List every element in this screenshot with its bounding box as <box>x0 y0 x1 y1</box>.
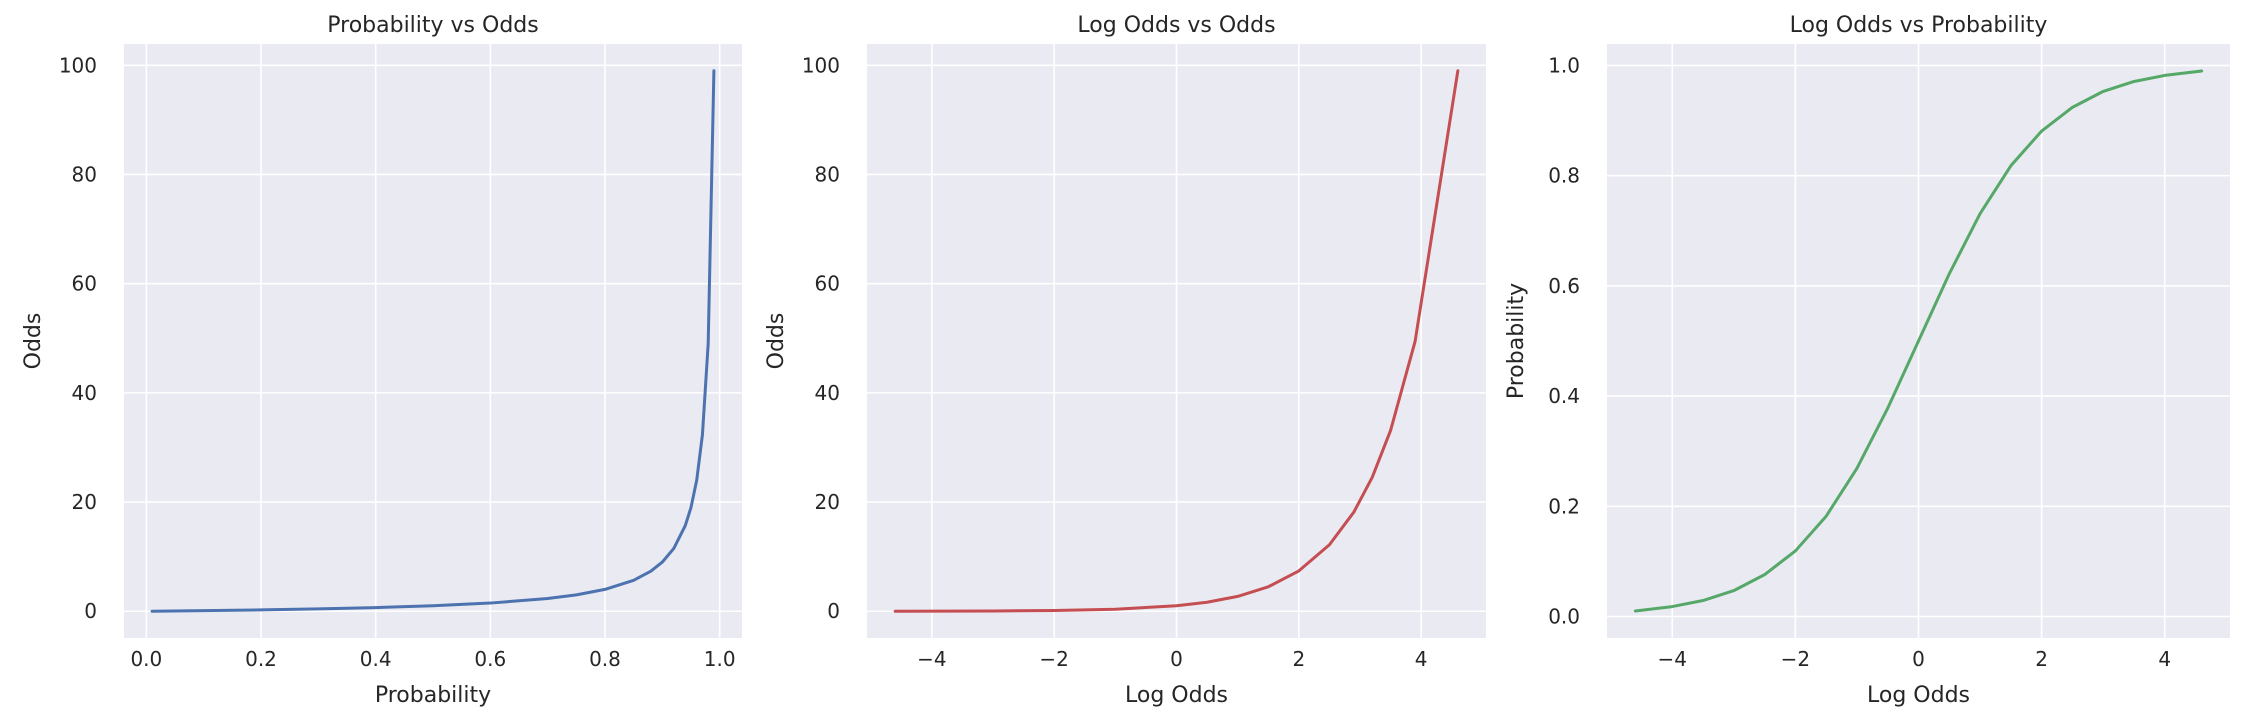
y-tick-label-2: 40 <box>815 381 840 405</box>
chart-title-2: Log Odds vs Odds <box>1077 13 1275 38</box>
y-tick-label-2: 100 <box>802 53 840 77</box>
y-axis-label-2: Odds <box>764 313 789 370</box>
y-tick-label-1: 40 <box>72 381 97 405</box>
x-tick-label-1: 0.0 <box>130 647 162 671</box>
y-tick-label-2: 0 <box>827 599 840 623</box>
x-tick-label-3: 0 <box>1912 647 1925 671</box>
y-tick-label-2: 80 <box>815 162 840 186</box>
y-tick-label-1: 100 <box>59 53 97 77</box>
x-tick-label-2: 4 <box>1415 647 1428 671</box>
x-tick-label-1: 1.0 <box>704 647 736 671</box>
chart-panel-1: 0.0 0.2 0.4 0.6 0.8 1.0 0 20 40 60 80 100 Probabili… <box>21 13 742 708</box>
y-tick-label-3: 0.8 <box>1548 164 1580 188</box>
y-tick-label-3: 0.6 <box>1548 274 1580 298</box>
x-tick-label-3: −4 <box>1658 647 1687 671</box>
y-tick-label-1: 80 <box>72 162 97 186</box>
y-tick-label-1: 0 <box>84 599 97 623</box>
x-axis-label-2: Log Odds <box>1125 683 1228 708</box>
x-tick-label-3: −2 <box>1781 647 1810 671</box>
y-tick-label-2: 60 <box>815 272 840 296</box>
x-tick-label-2: −2 <box>1039 647 1068 671</box>
y-tick-label-3: 0.2 <box>1548 494 1580 518</box>
y-tick-label-3: 0.4 <box>1548 384 1580 408</box>
x-tick-label-2: 0 <box>1170 647 1183 671</box>
y-axis-label-1: Odds <box>21 313 46 370</box>
y-tick-label-3: 1.0 <box>1548 53 1580 77</box>
x-tick-label-2: −4 <box>917 647 946 671</box>
x-tick-label-2: 2 <box>1292 647 1305 671</box>
x-tick-label-3: 2 <box>2035 647 2048 671</box>
chart-title-3: Log Odds vs Probability <box>1790 13 2048 38</box>
x-tick-label-1: 0.4 <box>360 647 392 671</box>
plot-area-1 <box>124 44 742 638</box>
x-axis-label-1: Probability <box>375 683 491 708</box>
y-tick-label-3: 0.0 <box>1548 605 1580 629</box>
x-tick-label-1: 0.8 <box>589 647 621 671</box>
x-tick-label-1: 0.6 <box>474 647 506 671</box>
y-tick-label-2: 20 <box>815 490 840 514</box>
series-line-2 <box>893 69 1460 613</box>
x-axis-label-3: Log Odds <box>1867 683 1970 708</box>
y-tick-label-1: 60 <box>72 272 97 296</box>
chart-panel-3: −4 −2 0 2 4 0.0 0.2 0.4 0.6 0.8 1.0 Log Odds vs Pr… <box>1504 13 2230 708</box>
chart-title-1: Probability vs Odds <box>327 13 538 38</box>
series-line-3 <box>1633 69 2204 613</box>
x-tick-label-3: 4 <box>2158 647 2171 671</box>
y-tick-label-1: 20 <box>72 490 97 514</box>
x-tick-label-1: 0.2 <box>245 647 277 671</box>
y-axis-label-3: Probability <box>1504 283 1529 399</box>
series-line-1 <box>150 69 716 613</box>
